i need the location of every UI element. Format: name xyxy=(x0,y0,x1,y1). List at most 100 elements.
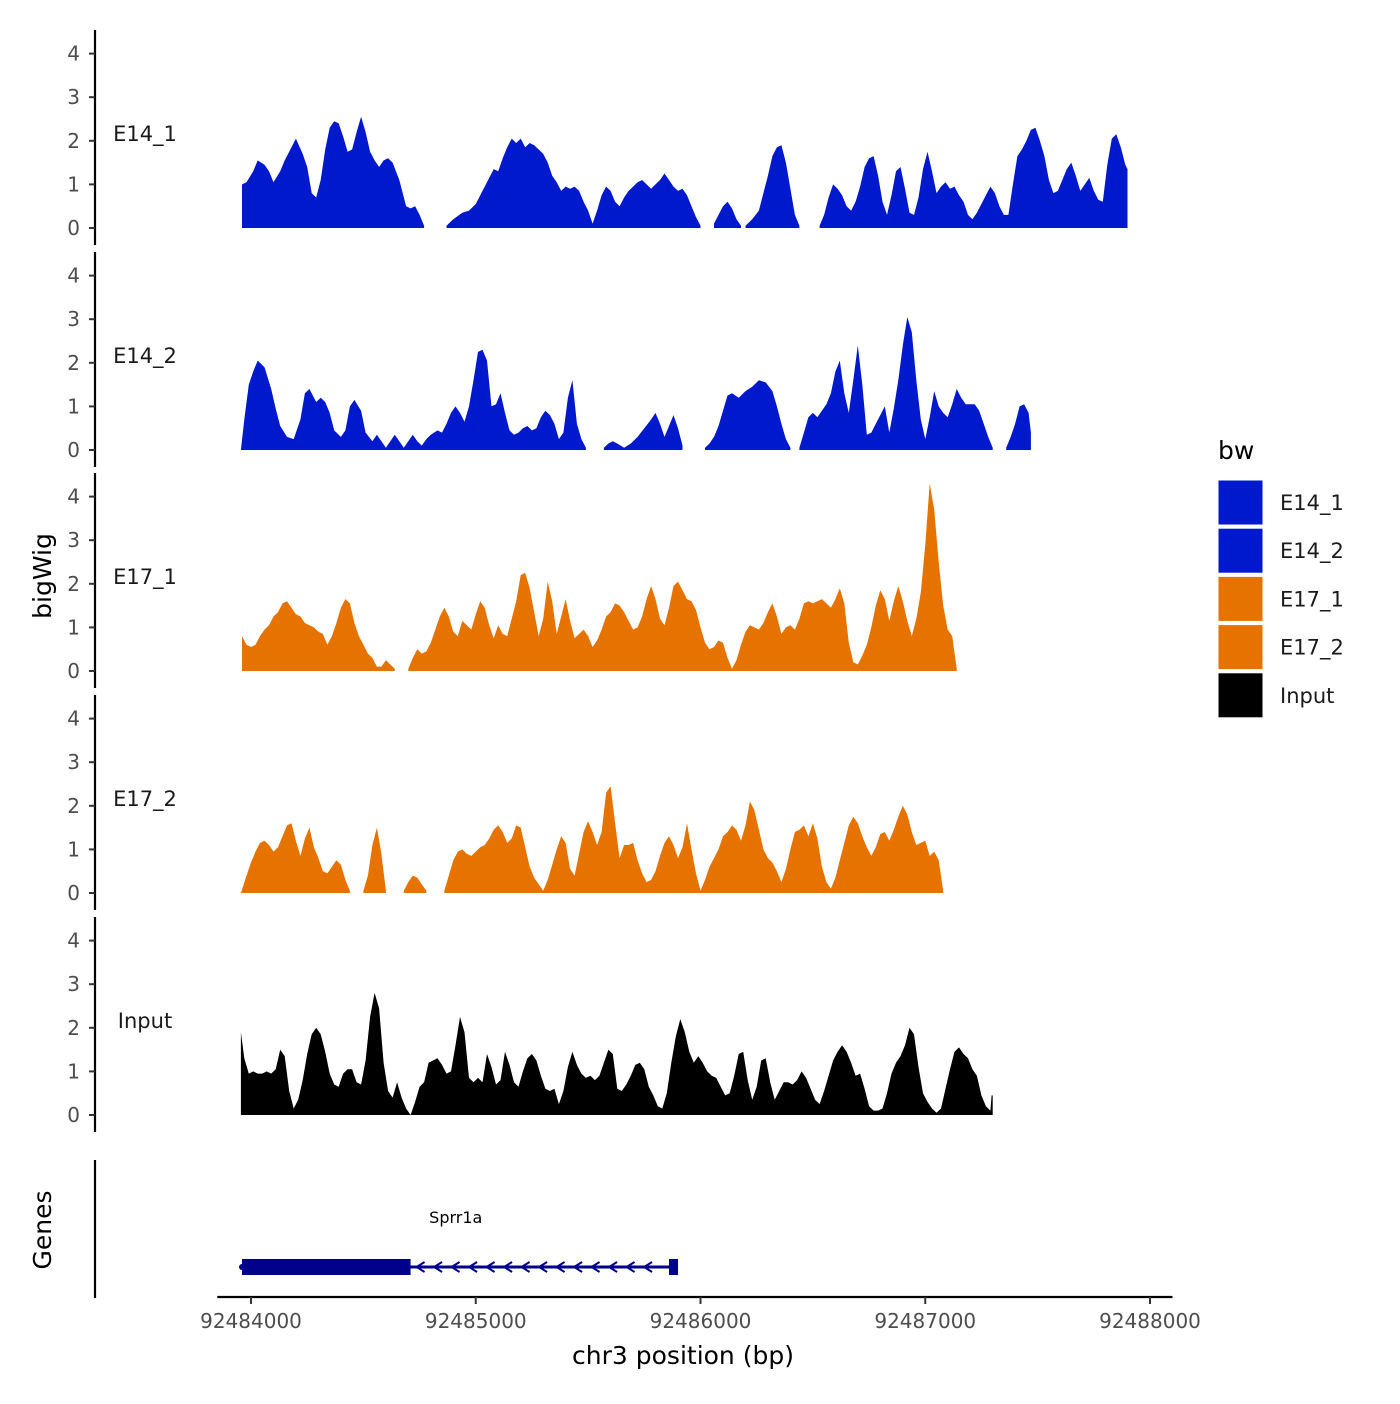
track-label: E17_2 xyxy=(113,787,177,812)
y-tick-label: 1 xyxy=(67,615,80,639)
y-tick-label: 2 xyxy=(67,572,80,596)
track-label: E17_1 xyxy=(113,565,177,590)
area-e17_2-segment-2 xyxy=(363,827,386,893)
area-e17_2-segment-4 xyxy=(444,786,944,893)
y-tick-label: 2 xyxy=(67,794,80,818)
y-tick-label: 4 xyxy=(67,929,80,953)
y-tick-label: 2 xyxy=(67,129,80,153)
area-e17_2-segment-1 xyxy=(240,823,350,893)
strand-chevron xyxy=(624,1261,636,1273)
strand-chevron xyxy=(607,1261,618,1273)
y-tick-label: 0 xyxy=(67,438,80,462)
gene-end-cap xyxy=(239,1264,246,1270)
area-e14_2-segment-4 xyxy=(799,317,993,450)
y-tick-label: 4 xyxy=(67,485,80,509)
legend-title: bw xyxy=(1218,436,1254,465)
legend-swatch xyxy=(1217,479,1264,526)
y-tick-label: 0 xyxy=(67,659,80,683)
strand-chevron xyxy=(537,1261,548,1273)
y-axis-title: bigWig xyxy=(28,533,57,619)
y-tick-label: 3 xyxy=(67,307,80,331)
y-tick-label: 3 xyxy=(67,85,80,109)
area-e14_1-segment-4 xyxy=(745,145,800,228)
x-tick-label: 92486000 xyxy=(650,1309,752,1333)
y-tick-label: 1 xyxy=(67,172,80,196)
gene-exon-1 xyxy=(242,1259,411,1275)
legend-label: E17_2 xyxy=(1280,636,1344,661)
x-axis: 92484000 92485000 92486000 92487000 92488000 xyxy=(200,1295,1201,1333)
area-e17_2-segment-3 xyxy=(403,875,427,893)
area-e14_1-segment-5 xyxy=(819,127,1128,228)
legend-item-e17_1: E17_1 xyxy=(1217,575,1344,622)
y-tick-label: 0 xyxy=(67,1103,80,1127)
y-tick-label: 4 xyxy=(67,264,80,288)
track-label: Input xyxy=(118,1009,172,1033)
y-tick-label: 1 xyxy=(67,394,80,418)
area-e14_2-segment-2 xyxy=(603,412,683,450)
track-e14_1: 0 1 2 3 4 E14_1 xyxy=(67,30,1128,245)
track-e17_1: 0 1 2 3 4 E17_1 xyxy=(67,473,957,688)
strand-chevron xyxy=(572,1261,583,1273)
strand-chevron xyxy=(589,1261,601,1273)
y-tick-label: 1 xyxy=(67,837,80,861)
area-input-segment-1 xyxy=(240,992,993,1115)
legend-item-e14_2: E14_2 xyxy=(1217,527,1344,574)
legend-label: E14_2 xyxy=(1280,539,1344,564)
legend-item-input: Input xyxy=(1217,672,1334,719)
y-tick-label: 3 xyxy=(67,972,80,996)
legend-swatch xyxy=(1217,624,1264,671)
y-tick-label: 2 xyxy=(67,1016,80,1040)
gene-sprr1a: Sprr1a xyxy=(239,1208,679,1275)
strand-chevron xyxy=(414,1261,426,1273)
track-e17_2: 0 1 2 3 4 E17_2 xyxy=(67,695,944,910)
track-label: E14_2 xyxy=(113,344,177,369)
track-label: E14_1 xyxy=(113,122,177,147)
x-axis-title: chr3 position (bp) xyxy=(572,1341,794,1370)
track-input: 0 1 2 3 4 Input xyxy=(67,917,993,1132)
area-e14_1-segment-1 xyxy=(242,116,425,228)
y-tick-label: 4 xyxy=(67,42,80,66)
area-e14_1-segment-2 xyxy=(446,138,701,228)
strand-chevron xyxy=(642,1261,653,1273)
legend-swatch xyxy=(1217,575,1264,622)
legend-label: Input xyxy=(1280,684,1334,708)
x-tick-label: 92484000 xyxy=(200,1309,302,1333)
area-e14_2-segment-5 xyxy=(1006,404,1031,450)
legend: bw E14_1 E14_2 E17_1 E17_2 Input xyxy=(1217,436,1344,719)
strand-chevron xyxy=(502,1261,513,1273)
track-e14_2: 0 1 2 3 4 E14_2 xyxy=(67,252,1031,467)
y-tick-label: 1 xyxy=(67,1059,80,1083)
strand-chevron xyxy=(432,1261,443,1273)
genes-axis-title: Genes xyxy=(28,1190,57,1269)
strand-chevron xyxy=(519,1261,531,1273)
y-tick-label: 3 xyxy=(67,528,80,552)
gene-name-label: Sprr1a xyxy=(429,1208,482,1227)
y-tick-label: 4 xyxy=(67,707,80,731)
tracks-layer: 0 1 2 3 4 E14_1 0 1 2 3 4 E14_2 0 1 2 3 4 E17_1 0 1 2 3 4 E17_2… xyxy=(67,30,1128,1132)
gene-exon-2 xyxy=(669,1259,679,1275)
legend-item-e17_2: E17_2 xyxy=(1217,624,1344,671)
area-e17_1-segment-2 xyxy=(408,483,957,671)
legend-swatch xyxy=(1217,527,1264,574)
legend-label: E17_1 xyxy=(1280,587,1344,612)
area-e14_2-segment-3 xyxy=(705,380,791,450)
strand-chevron xyxy=(554,1261,566,1273)
y-tick-label: 0 xyxy=(67,881,80,905)
strand-chevron xyxy=(484,1261,496,1273)
strand-chevron xyxy=(449,1261,461,1273)
x-tick-label: 92487000 xyxy=(874,1309,976,1333)
strand-chevron xyxy=(467,1261,478,1273)
y-tick-label: 3 xyxy=(67,750,80,774)
x-tick-label: 92485000 xyxy=(425,1309,527,1333)
area-e17_1-segment-1 xyxy=(242,599,395,671)
y-tick-label: 2 xyxy=(67,351,80,375)
genes-panel: Sprr1a xyxy=(93,1160,679,1298)
area-e14_1-segment-3 xyxy=(714,201,741,228)
legend-label: E14_1 xyxy=(1280,491,1344,516)
x-tick-label: 92488000 xyxy=(1099,1309,1201,1333)
y-tick-label: 0 xyxy=(67,216,80,240)
legend-swatch xyxy=(1217,672,1264,719)
legend-item-e14_1: E14_1 xyxy=(1217,479,1344,526)
